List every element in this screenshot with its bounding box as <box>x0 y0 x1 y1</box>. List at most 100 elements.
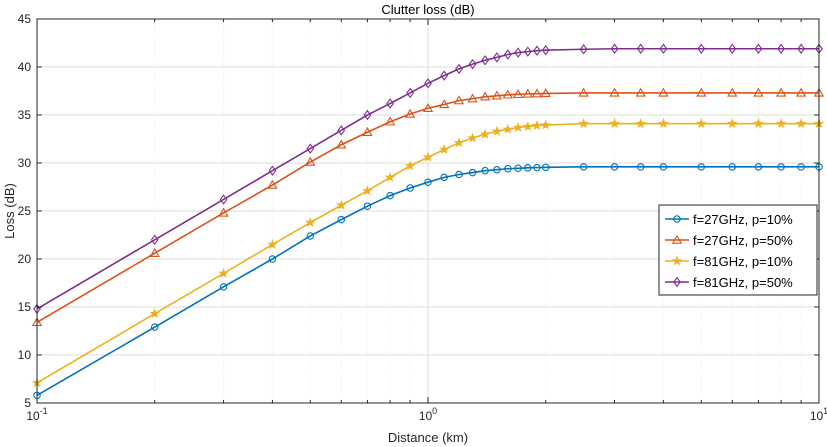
data-point <box>775 118 787 129</box>
data-point <box>728 43 737 54</box>
y-tick-label: 20 <box>18 252 32 266</box>
data-point <box>424 78 432 89</box>
axis-ticks: 5 10 15 20 25 30 35 40 45 10-1 100 101 <box>18 12 827 423</box>
data-point <box>579 44 588 55</box>
y-tick-label: 15 <box>18 300 32 314</box>
series-1 <box>31 87 825 327</box>
data-point <box>336 139 347 149</box>
data-point <box>406 184 414 192</box>
data-point <box>305 217 316 227</box>
data-point <box>531 88 543 98</box>
y-axis-label: Loss (dB) <box>2 183 17 239</box>
data-point <box>404 108 416 118</box>
data-point <box>149 247 160 257</box>
data-point <box>754 163 763 171</box>
data-point <box>727 118 738 129</box>
data-point <box>362 185 373 196</box>
x-tick-label: 100 <box>419 406 437 423</box>
data-point <box>578 118 589 129</box>
legend-marker <box>671 255 683 266</box>
data-point <box>363 109 372 121</box>
data-point <box>503 49 512 60</box>
series-line <box>36 92 819 324</box>
legend-label: f=27GHz, p=50% <box>693 233 793 248</box>
data-point <box>540 88 551 98</box>
data-point <box>636 43 645 54</box>
data-point <box>754 43 763 54</box>
data-point <box>491 90 502 100</box>
data-point <box>479 91 491 101</box>
data-point <box>386 98 395 109</box>
data-point <box>440 173 448 182</box>
data-point <box>609 118 620 129</box>
data-point <box>514 47 523 58</box>
data-point <box>635 118 646 129</box>
data-point <box>362 126 373 136</box>
legend-marker <box>671 234 683 244</box>
data-point <box>727 87 738 97</box>
data-point <box>481 166 489 175</box>
plot-series <box>31 43 825 400</box>
series-line <box>36 166 819 397</box>
data-point <box>797 163 805 171</box>
data-point <box>438 144 450 154</box>
data-point <box>512 89 524 99</box>
y-tick-label: 35 <box>18 108 32 122</box>
data-point <box>696 87 707 97</box>
series-line <box>36 47 819 310</box>
data-point <box>658 118 669 129</box>
data-point <box>540 119 551 130</box>
data-point <box>531 120 543 130</box>
data-point <box>306 232 315 240</box>
data-point <box>659 163 668 171</box>
data-point <box>502 89 513 99</box>
data-point <box>422 102 434 112</box>
data-point <box>522 88 533 98</box>
data-point <box>439 99 450 109</box>
chart-title: Clutter loss (dB) <box>381 2 474 17</box>
data-point <box>150 234 159 246</box>
data-point <box>467 132 478 143</box>
data-point <box>406 87 415 99</box>
legend-box <box>658 204 818 296</box>
data-point <box>479 128 491 139</box>
data-point <box>337 215 346 224</box>
data-point <box>697 163 706 171</box>
x-tick-label: 101 <box>810 406 827 423</box>
data-point <box>336 199 347 210</box>
data-point <box>504 165 512 173</box>
legend-label: f=81GHz, p=50% <box>693 275 793 290</box>
series-3 <box>33 43 823 315</box>
data-point <box>267 239 278 250</box>
data-point <box>492 52 501 63</box>
data-point <box>524 164 532 172</box>
data-point <box>797 43 806 54</box>
y-tick-label: 45 <box>18 12 32 26</box>
data-point <box>610 163 619 171</box>
data-point <box>523 46 532 57</box>
data-point <box>514 164 522 173</box>
data-point <box>635 87 646 97</box>
data-point <box>384 171 396 182</box>
data-point <box>424 178 432 186</box>
data-point <box>493 165 501 174</box>
data-point <box>659 43 668 54</box>
data-point <box>219 283 228 291</box>
legend: f=27GHz, p=10% f=27GHz, p=50% f=81GHz, p=1… <box>658 204 818 296</box>
data-point <box>610 43 619 54</box>
data-point <box>422 151 434 162</box>
legend-marker <box>673 215 681 223</box>
data-point <box>218 207 229 217</box>
data-point <box>467 93 478 103</box>
data-point <box>728 163 737 171</box>
data-point <box>453 95 465 105</box>
data-point <box>268 255 277 263</box>
data-point <box>753 118 764 129</box>
data-point <box>337 125 346 136</box>
data-point <box>149 308 160 319</box>
data-point <box>753 87 764 97</box>
data-point <box>609 87 620 97</box>
series-line <box>36 122 819 384</box>
data-point <box>579 163 588 171</box>
